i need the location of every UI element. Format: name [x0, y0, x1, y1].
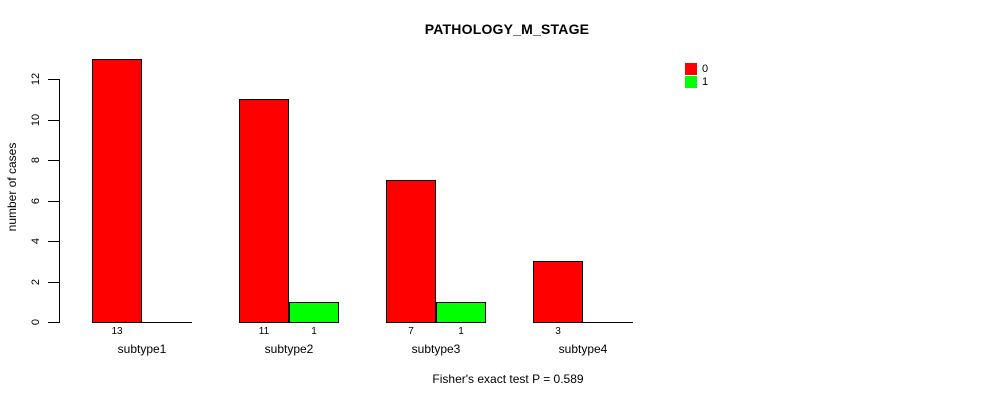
- zero-baseline: [533, 322, 633, 323]
- category-label-subtype2: subtype2: [264, 342, 314, 356]
- y-tick-mark: [48, 201, 59, 202]
- zero-baseline: [92, 322, 192, 323]
- category-label-subtype4: subtype4: [558, 342, 608, 356]
- legend-swatch-1: [685, 76, 697, 88]
- bar-value-label: 1: [458, 326, 464, 337]
- y-tick-mark: [48, 79, 59, 80]
- bar-value-label: 1: [311, 326, 317, 337]
- category-label-subtype3: subtype3: [411, 342, 461, 356]
- y-tick-mark: [48, 120, 59, 121]
- annotation-fisher-test: Fisher's exact test P = 0.589: [432, 372, 584, 386]
- y-tick-mark: [48, 160, 59, 161]
- bar-value-label: 11: [258, 326, 270, 337]
- bar-subtype3-series-1: [436, 302, 486, 323]
- bar-subtype1-series-0: [92, 59, 142, 323]
- legend-label-1: 1: [702, 76, 709, 88]
- bar-value-label: 3: [555, 326, 561, 337]
- bar-subtype4-series-0: [533, 261, 583, 323]
- bar-subtype2-series-1: [289, 302, 339, 323]
- bar-value-label: 13: [111, 326, 123, 337]
- y-tick-mark: [48, 322, 59, 323]
- bar-subtype2-series-0: [239, 99, 289, 323]
- y-axis-line: [59, 79, 60, 323]
- chart-title: PATHOLOGY_M_STAGE: [424, 21, 590, 37]
- bar-value-label: 7: [408, 326, 414, 337]
- y-tick-mark: [48, 282, 59, 283]
- legend-swatch-0: [685, 63, 697, 75]
- category-label-subtype1: subtype1: [117, 342, 167, 356]
- legend-label-0: 0: [702, 63, 709, 75]
- y-tick-mark: [48, 241, 59, 242]
- bar-subtype3-series-0: [386, 180, 436, 323]
